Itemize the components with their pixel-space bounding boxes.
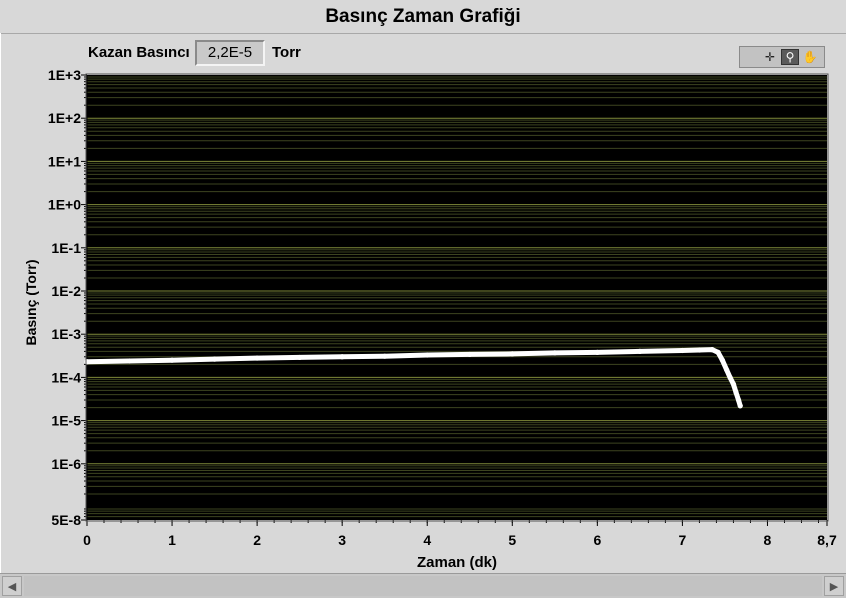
data-point [509,351,515,357]
y-tick-label: 1E-2 [51,283,81,299]
y-axis-label: Basınç (Torr) [23,259,39,345]
scrollbar-track[interactable] [24,576,822,596]
scroll-left-icon[interactable]: ◀ [2,576,22,596]
data-point [730,381,737,387]
data-point [696,347,703,353]
cursor-move-icon[interactable]: ✛ [764,50,776,64]
data-point [84,359,90,365]
data-point [339,354,345,360]
data-point [126,358,133,364]
data-point [733,389,739,395]
data-point [679,347,686,354]
y-tick-label: 1E+2 [48,110,81,126]
y-tick-label: 1E-4 [51,369,81,385]
pressure-series [84,347,743,409]
data-point [709,347,715,353]
graph-palette-toolbar: ✛ ⚲ ✋ [739,46,825,68]
zoom-icon[interactable]: ⚲ [781,49,799,65]
x-tick-label: 5 [508,532,516,548]
pressure-time-chart[interactable]: 1E+3 1E+2 1E+1 1E+0 1E-1 1E-2 1E-3 1E-4 1E-5 1E-6… [0,0,846,573]
x-tick-label: 6 [593,532,601,548]
data-point [297,354,303,361]
x-axis-label: Zaman (dk) [417,554,497,571]
scroll-right-icon[interactable]: ▶ [824,576,844,596]
x-tick-label: 1 [168,532,176,548]
y-tick-label: 5E-8 [51,512,81,528]
data-point [552,350,558,356]
data-point [467,351,473,358]
horizontal-scrollbar[interactable]: ◀ ▶ [0,573,846,598]
panel-edge [0,33,1,573]
x-tick-label: 7 [679,532,687,548]
x-tick-label: 0 [83,532,91,548]
minor-grid [87,76,827,518]
y-axis: 1E+3 1E+2 1E+1 1E+0 1E-1 1E-2 1E-3 1E-4 1E-5 1E-6… [48,67,88,528]
data-point [727,374,733,380]
data-point [719,357,725,363]
y-tick-label: 1E+3 [48,67,81,83]
y-tick-label: 1E+0 [48,197,81,213]
pressure-unit-label: Torr [272,44,301,61]
data-point [254,355,260,361]
data-point [424,352,430,358]
x-tick-label: 8,7 [817,532,837,548]
pan-hand-icon[interactable]: ✋ [802,50,818,64]
data-point [594,349,600,355]
data-point [737,403,743,409]
plot-border [85,73,829,522]
chart-title: Basınç Zaman Grafiği [325,6,521,27]
pressure-indicator-label: Kazan Basıncı [88,44,190,61]
x-axis: 0 1 2 3 4 5 6 7 8 8,7 [83,520,837,548]
data-point [735,397,742,403]
pressure-indicator-value: 2,2E-5 [195,40,265,66]
major-grid [87,117,827,465]
y-tick-label: 1E-5 [51,413,81,429]
data-point [724,367,730,373]
y-tick-label: 1E-6 [51,456,81,472]
x-tick-label: 3 [338,532,346,548]
data-point [715,349,721,355]
x-tick-label: 2 [253,532,261,548]
y-tick-label: 1E+1 [48,153,81,169]
panel-divider [0,33,846,34]
x-tick-label: 8 [764,532,772,548]
y-tick-label: 1E-3 [51,326,81,342]
data-point [169,357,175,363]
y-tick-label: 1E-1 [51,240,81,256]
data-point [637,348,643,354]
data-point [211,356,218,362]
data-point [382,353,388,359]
x-tick-label: 4 [423,532,431,548]
